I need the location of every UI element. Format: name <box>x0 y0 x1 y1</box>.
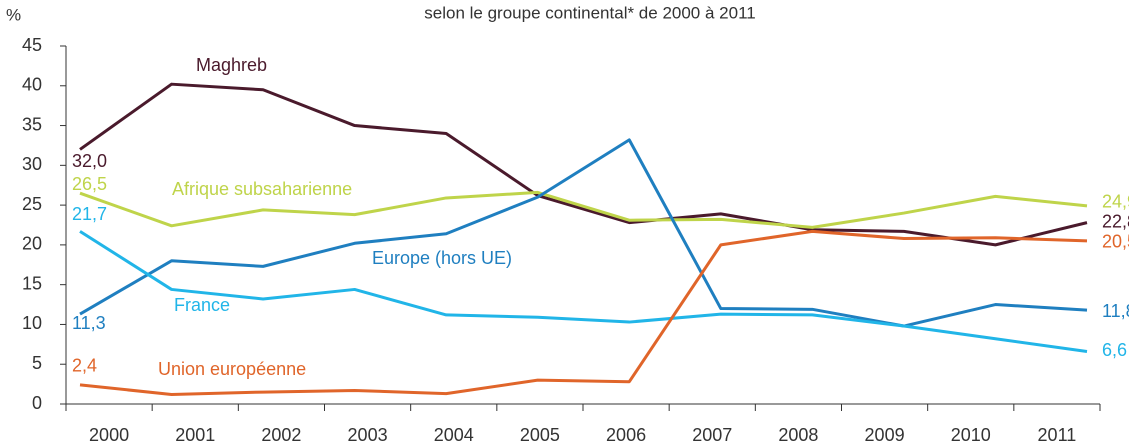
x-tick-label: 2003 <box>348 425 388 445</box>
series-name: France <box>174 295 230 315</box>
x-tick-label: 2002 <box>261 425 301 445</box>
x-tick-label: 2009 <box>865 425 905 445</box>
x-tick-label: 2011 <box>1038 425 1077 445</box>
series-line <box>79 229 1088 396</box>
x-tick-label: 2004 <box>434 425 474 445</box>
x-tick-label: 2007 <box>692 425 732 445</box>
x-tick-label: 2005 <box>520 425 560 445</box>
y-tick-label: 40 <box>22 75 42 95</box>
x-tick-label: 2008 <box>778 425 818 445</box>
y-tick-label: 0 <box>32 393 42 413</box>
x-tick-label: 2000 <box>89 425 129 445</box>
series-line <box>79 82 1088 247</box>
y-tick-label: 20 <box>22 234 42 254</box>
series-name: Maghreb <box>196 55 267 75</box>
data-label: 2,4 <box>72 356 97 376</box>
y-tick-label: 25 <box>22 194 42 214</box>
y-tick-label: 10 <box>22 313 42 333</box>
y-tick-label: 35 <box>22 114 42 134</box>
data-label: 6,6 <box>1102 340 1127 360</box>
x-tick-label: 2006 <box>606 425 646 445</box>
data-label: 32,0 <box>72 151 107 171</box>
data-label: 24,9 <box>1102 192 1129 212</box>
series-line <box>79 138 1088 328</box>
data-label: 20,5 <box>1102 232 1129 252</box>
y-axis-label: % <box>6 5 21 24</box>
series-name: Europe (hors UE) <box>372 248 512 268</box>
data-label: 11,8 <box>1102 301 1129 321</box>
x-tick-label: 2001 <box>175 425 215 445</box>
y-tick-label: 45 <box>22 35 42 55</box>
series-name: Afrique subsaharienne <box>172 179 352 199</box>
data-label: 22,8 <box>1102 211 1129 231</box>
data-label: 21,7 <box>72 204 107 224</box>
series-line <box>79 230 1088 353</box>
data-label: 26,5 <box>72 174 107 194</box>
series-name: Union européenne <box>158 359 306 379</box>
series-line <box>79 190 1088 229</box>
data-label: 11,3 <box>72 313 106 333</box>
chart-title: selon le groupe continental* de 2000 à 2… <box>424 3 755 22</box>
x-tick-label: 2010 <box>951 425 991 445</box>
y-tick-label: 15 <box>22 273 42 293</box>
y-tick-label: 5 <box>32 353 42 373</box>
y-tick-label: 30 <box>22 154 42 174</box>
